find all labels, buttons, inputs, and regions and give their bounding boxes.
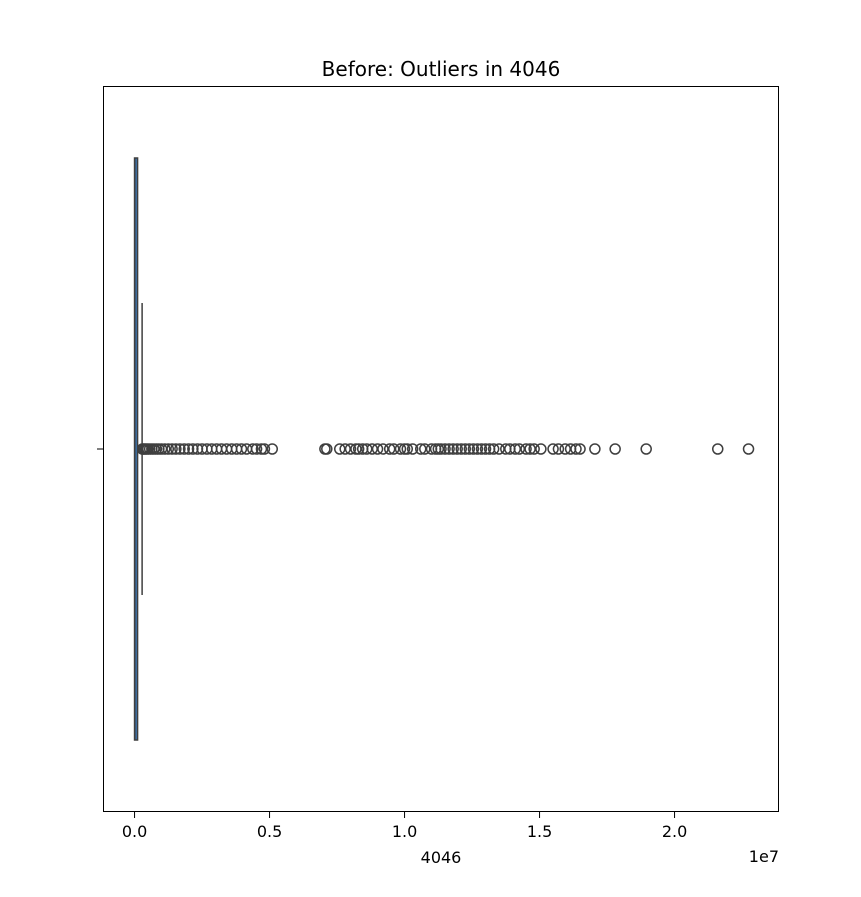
outlier-point xyxy=(439,443,451,455)
outlier-point xyxy=(467,443,480,455)
outlier-point xyxy=(570,443,582,455)
outlier-point xyxy=(366,443,378,455)
outlier-point xyxy=(170,443,182,455)
x-tick-label: 2.0 xyxy=(662,822,687,841)
outlier-point xyxy=(247,443,259,455)
x-axis-label: 4046 xyxy=(421,848,462,867)
x-tick-label: 0.0 xyxy=(122,822,147,841)
x-tick-label: 0.5 xyxy=(257,822,282,841)
outlier-point xyxy=(520,443,532,455)
outlier-point xyxy=(742,443,755,455)
outlier-point xyxy=(334,443,346,455)
outlier-point xyxy=(609,443,621,455)
outlier-point xyxy=(528,443,540,455)
outlier-point xyxy=(459,443,472,455)
outlier-point xyxy=(371,443,384,455)
outlier-point xyxy=(258,443,271,455)
outlier-point xyxy=(415,443,427,455)
outlier-point xyxy=(435,443,447,455)
outlier-point xyxy=(451,443,463,455)
outlier-point xyxy=(187,443,199,455)
outlier-point xyxy=(352,443,365,455)
outlier-point xyxy=(394,443,407,455)
outlier-point xyxy=(535,443,547,455)
outlier-point xyxy=(552,443,565,455)
outliers-group xyxy=(136,443,755,455)
x-tick-label: 1.0 xyxy=(392,822,417,841)
outlier-point xyxy=(344,443,357,455)
outlier-point xyxy=(471,443,484,455)
outlier-point xyxy=(377,443,389,455)
outlier-point xyxy=(361,443,373,455)
outlier-point xyxy=(443,443,455,455)
chart-title: Before: Outliers in 4046 xyxy=(322,57,561,81)
outlier-point xyxy=(574,443,586,455)
outlier-point xyxy=(712,443,724,455)
outlier-point xyxy=(513,443,526,455)
box-group xyxy=(133,157,143,741)
outlier-point xyxy=(255,443,268,455)
outlier-point xyxy=(339,443,351,455)
outlier-point xyxy=(447,443,459,455)
outlier-point xyxy=(524,443,536,455)
x-tick-label: 1.5 xyxy=(527,822,552,841)
outlier-point xyxy=(463,443,476,455)
plot-area-frame xyxy=(103,86,779,812)
outlier-point xyxy=(640,443,652,455)
outlier-point xyxy=(487,443,500,455)
outlier-point xyxy=(266,443,278,455)
outlier-point xyxy=(383,443,396,455)
outlier-point xyxy=(159,443,171,455)
outlier-point xyxy=(388,443,400,455)
outlier-point xyxy=(547,443,559,455)
outlier-point xyxy=(559,443,571,455)
outlier-point xyxy=(419,443,431,455)
outlier-point xyxy=(174,443,186,455)
outlier-point xyxy=(475,443,488,455)
outlier-point xyxy=(509,443,521,455)
x-ticks: 0.0 0.5 1.0 1.5 2.0 xyxy=(122,812,687,841)
outlier-point xyxy=(321,443,333,455)
outlier-point xyxy=(166,443,178,455)
outlier-point xyxy=(455,443,467,455)
outlier-point xyxy=(479,443,492,455)
outlier-point xyxy=(182,443,195,455)
outlier-point xyxy=(162,443,175,455)
outlier-point xyxy=(250,443,263,455)
outlier-point xyxy=(406,443,419,455)
outlier-point xyxy=(178,443,190,455)
x-axis-scale-offset: 1e7 xyxy=(749,847,779,866)
outlier-point xyxy=(589,443,601,455)
outlier-point xyxy=(401,443,413,455)
outlier-point xyxy=(235,443,248,455)
outlier-point xyxy=(493,443,505,455)
